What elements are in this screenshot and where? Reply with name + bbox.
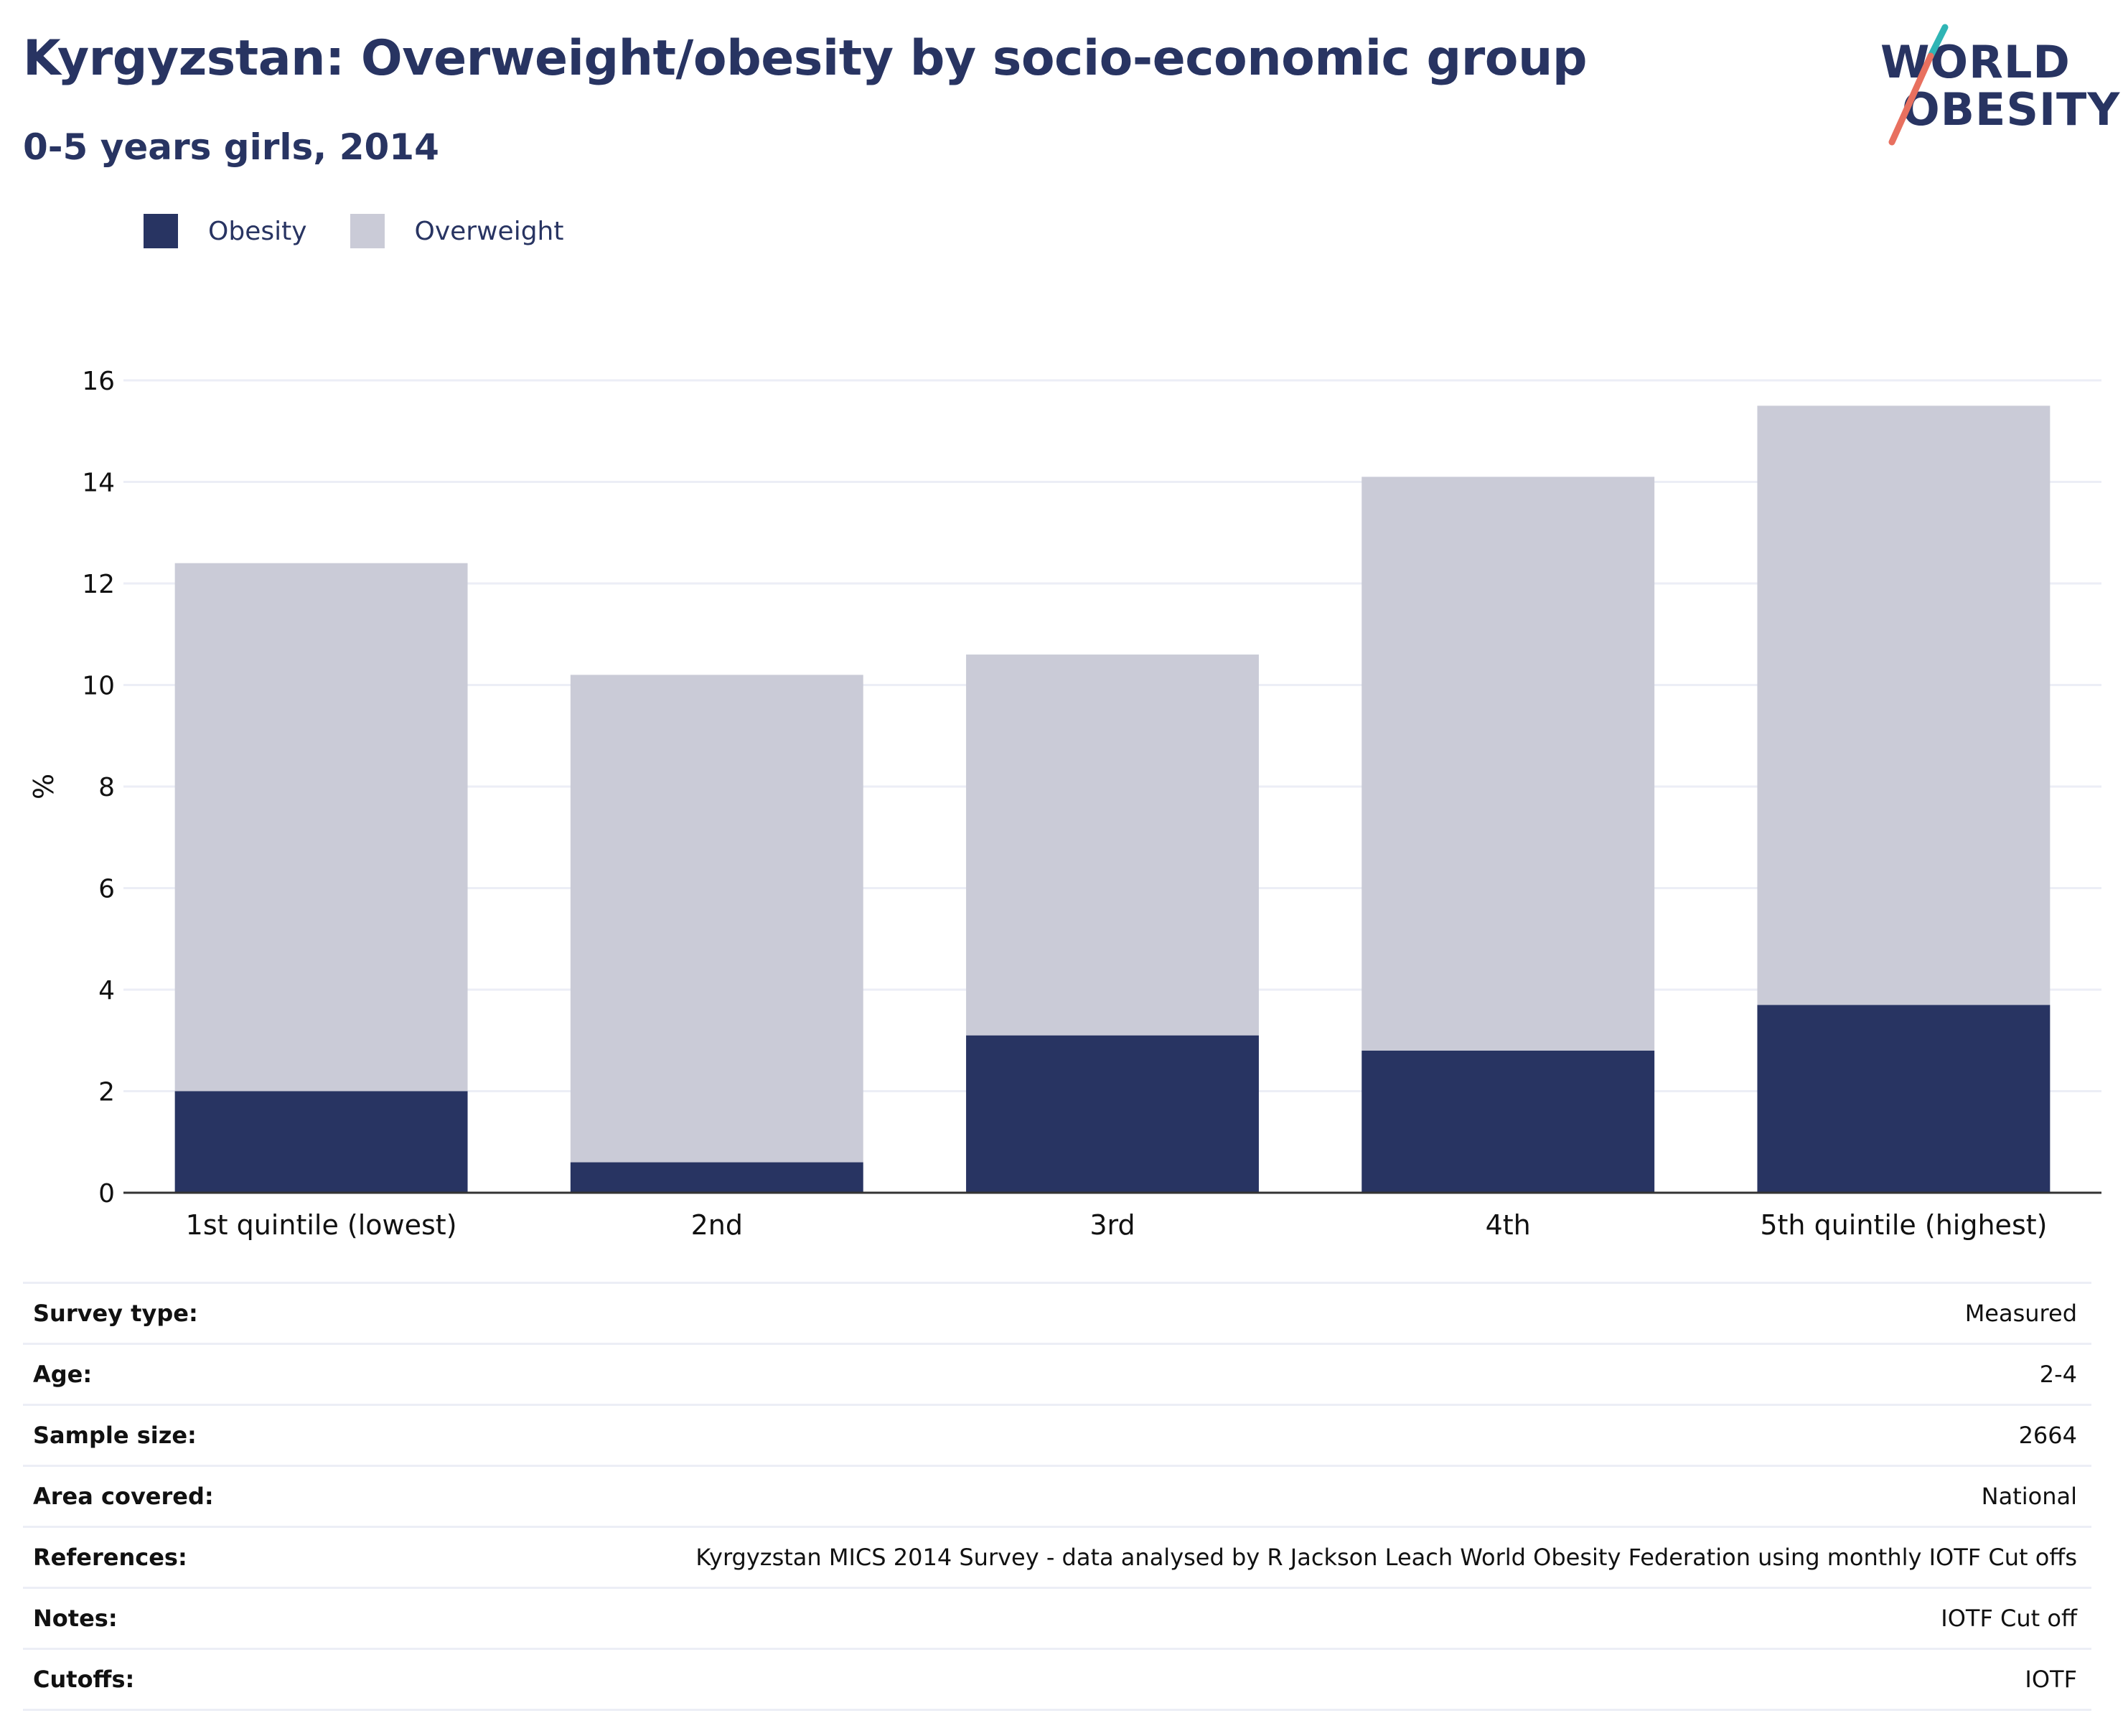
survey-info-table: Survey type: Measured Age: 2-4 Sample si… bbox=[23, 1282, 2091, 1711]
logo-line-2: OBESITY bbox=[1902, 83, 2121, 136]
legend-swatch-overweight bbox=[350, 214, 385, 248]
world-obesity-logo: WORLD OBESITY bbox=[1866, 20, 2119, 164]
y-tick-label: 14 bbox=[82, 469, 115, 498]
info-value: Measured bbox=[1964, 1300, 2077, 1327]
y-axis-label: % bbox=[28, 774, 60, 799]
y-tick-label: 12 bbox=[82, 570, 115, 599]
legend-label-obesity: Obesity bbox=[208, 216, 307, 246]
info-value: Kyrgyzstan MICS 2014 Survey - data analy… bbox=[695, 1544, 2077, 1571]
chart-title: Kyrgyzstan: Overweight/obesity by socio-… bbox=[23, 30, 1588, 87]
info-row-age: Age: 2-4 bbox=[23, 1343, 2091, 1404]
info-row-survey-type: Survey type: Measured bbox=[23, 1282, 2091, 1343]
bar-overweight-1 bbox=[174, 563, 468, 1092]
y-tick-label: 2 bbox=[98, 1078, 115, 1107]
chart-legend: Obesity Overweight bbox=[144, 212, 606, 250]
info-row-sample-size: Sample size: 2664 bbox=[23, 1404, 2091, 1465]
bar-overweight-4 bbox=[1362, 477, 1655, 1051]
x-tick-label: 3rd bbox=[1089, 1209, 1135, 1241]
info-label: Cutoffs: bbox=[33, 1666, 135, 1693]
stacked-bar-chart: 0 2 4 6 8 10 12 14 16% 1st quintile (lowest) 2nd 3r… bbox=[28, 367, 2101, 1241]
info-value: IOTF bbox=[2025, 1666, 2077, 1693]
y-tick-label: 0 bbox=[98, 1179, 115, 1209]
bar-overweight-2 bbox=[570, 675, 863, 1163]
legend-item-overweight[interactable]: Overweight bbox=[350, 214, 564, 248]
chart-subtitle: 0-5 years girls, 2014 bbox=[23, 126, 439, 168]
info-label: Notes: bbox=[33, 1605, 118, 1632]
legend-swatch-obesity bbox=[144, 214, 178, 248]
logo-line-1: WORLD bbox=[1880, 36, 2071, 88]
y-tick-label: 16 bbox=[82, 367, 115, 396]
legend-label-overweight: Overweight bbox=[414, 216, 564, 246]
x-tick-label: 5th quintile (highest) bbox=[1760, 1209, 2047, 1241]
bar-overweight-3 bbox=[966, 654, 1259, 1036]
info-value: National bbox=[1981, 1483, 2077, 1510]
x-tick-label: 2nd bbox=[691, 1209, 743, 1241]
info-label: Survey type: bbox=[33, 1300, 198, 1327]
legend-item-obesity[interactable]: Obesity bbox=[144, 214, 307, 248]
logo-slash-icon bbox=[1888, 24, 1949, 146]
info-value: 2664 bbox=[2018, 1422, 2077, 1449]
bar-overweight-5 bbox=[1757, 405, 2051, 1005]
y-tick-label: 8 bbox=[98, 773, 115, 802]
bar-obesity-3 bbox=[966, 1035, 1259, 1193]
bar-obesity-1 bbox=[174, 1091, 468, 1193]
info-label: Area covered: bbox=[33, 1483, 214, 1510]
x-tick-label: 1st quintile (lowest) bbox=[186, 1209, 457, 1241]
info-row-area-covered: Area covered: National bbox=[23, 1465, 2091, 1526]
info-value: 2-4 bbox=[2039, 1361, 2077, 1388]
info-label: Sample size: bbox=[33, 1422, 197, 1449]
info-value: IOTF Cut off bbox=[1941, 1605, 2077, 1632]
info-label: References: bbox=[33, 1544, 187, 1571]
bar-obesity-4 bbox=[1362, 1050, 1655, 1193]
y-tick-label: 4 bbox=[98, 976, 115, 1005]
info-row-notes: Notes: IOTF Cut off bbox=[23, 1587, 2091, 1648]
bar-obesity-5 bbox=[1757, 1005, 2051, 1193]
info-label: Age: bbox=[33, 1361, 93, 1388]
y-tick-label: 10 bbox=[82, 672, 115, 701]
x-tick-label: 4th bbox=[1486, 1209, 1531, 1241]
info-row-references: References: Kyrgyzstan MICS 2014 Survey … bbox=[23, 1526, 2091, 1587]
bar-obesity-2 bbox=[570, 1162, 863, 1193]
info-row-cutoffs: Cutoffs: IOTF bbox=[23, 1648, 2091, 1711]
y-tick-label: 6 bbox=[98, 875, 115, 904]
